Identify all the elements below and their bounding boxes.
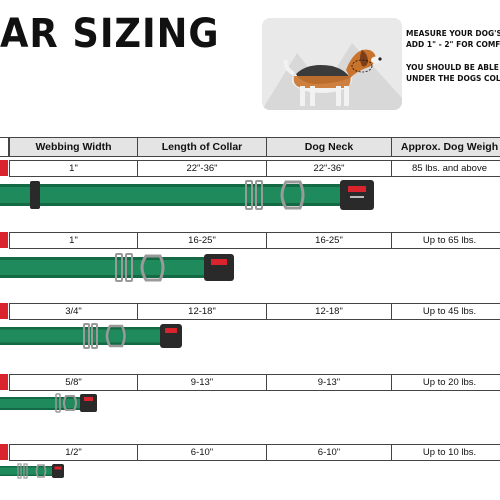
cell-webbing: 1"	[9, 232, 138, 249]
cell-neck: 16-25"	[266, 232, 392, 249]
size-marker	[0, 444, 8, 460]
cell-weight: 85 lbs. and above	[391, 160, 500, 177]
dog-photo	[262, 18, 402, 110]
cell-weight: Up to 45 lbs.	[391, 303, 500, 320]
header-dog-neck: Dog Neck	[266, 137, 392, 157]
table-row: 1" 22"-36" 22"-36" 85 lbs. and above	[0, 160, 500, 178]
cell-neck: 12-18"	[266, 303, 392, 320]
table-row: 1" 16-25" 16-25" Up to 65 lbs.	[0, 232, 500, 250]
fit-note-line: YOU SHOULD BE ABLE TO	[406, 63, 500, 72]
table-row: 3/4" 12-18" 12-18" Up to 45 lbs.	[0, 303, 500, 321]
cell-length: 22"-36"	[137, 160, 267, 177]
collar-l-image	[0, 253, 234, 282]
cell-webbing: 3/4"	[9, 303, 138, 320]
header-length-of-collar: Length of Collar	[137, 137, 267, 157]
table-row: 5/8" 9-13" 9-13" Up to 20 lbs.	[0, 374, 500, 392]
measure-note-line: MEASURE YOUR DOG'S N	[406, 29, 500, 38]
collar-s-image	[0, 393, 97, 413]
size-marker	[0, 374, 8, 390]
size-marker	[0, 160, 8, 176]
collar-m-image	[0, 323, 182, 349]
fit-note-line: UNDER THE DOGS COLLA	[406, 74, 500, 83]
header-dog-weight: Approx. Dog Weigh	[391, 137, 500, 157]
cell-length: 9-13"	[137, 374, 267, 391]
measure-instructions: MEASURE YOUR DOG'S N ADD 1" - 2" FOR COM…	[406, 28, 500, 50]
cell-length: 16-25"	[137, 232, 267, 249]
cell-webbing: 1/2"	[9, 444, 138, 461]
cell-length: 6-10"	[137, 444, 267, 461]
page-title: AR SIZING	[0, 11, 220, 57]
cell-weight: Up to 20 lbs.	[391, 374, 500, 391]
collar-xs-image	[0, 463, 64, 479]
cell-webbing: 5/8"	[9, 374, 138, 391]
table-row: 1/2" 6-10" 6-10" Up to 10 lbs.	[0, 444, 500, 462]
cell-weight: Up to 65 lbs.	[391, 232, 500, 249]
cell-neck: 9-13"	[266, 374, 392, 391]
measure-note-line: ADD 1" - 2" FOR COMF	[406, 40, 500, 49]
header-spacer	[0, 137, 9, 157]
size-marker	[0, 303, 8, 319]
cell-neck: 22"-36"	[266, 160, 392, 177]
size-marker	[0, 232, 8, 248]
cell-length: 12-18"	[137, 303, 267, 320]
header-webbing-width: Webbing Width	[9, 137, 138, 157]
cell-weight: Up to 10 lbs.	[391, 444, 500, 461]
beagle-illustration	[262, 43, 402, 110]
cell-webbing: 1"	[9, 160, 138, 177]
table-header: Webbing Width Length of Collar Dog Neck …	[0, 137, 500, 157]
fit-instructions: YOU SHOULD BE ABLE TO UNDER THE DOGS COL…	[406, 62, 500, 84]
collar-xl-image	[0, 180, 374, 210]
cell-neck: 6-10"	[266, 444, 392, 461]
